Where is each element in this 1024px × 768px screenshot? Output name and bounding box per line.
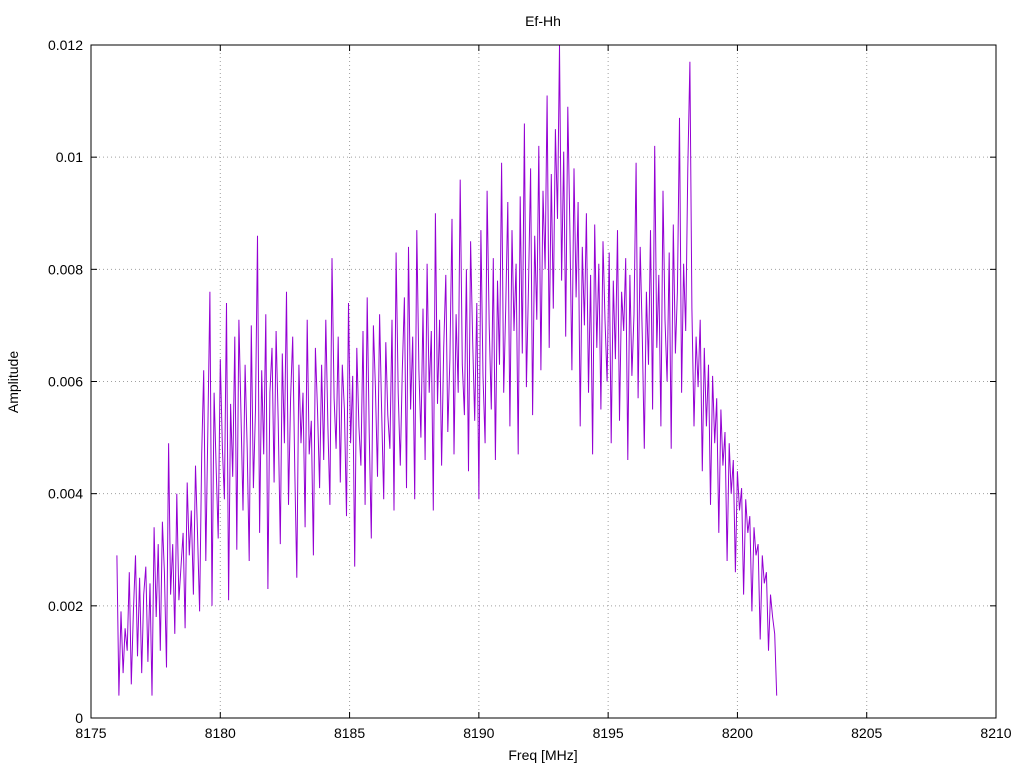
x-tick-label: 8175 — [75, 725, 106, 741]
y-tick-label: 0.008 — [48, 261, 83, 277]
x-tick-label: 8180 — [205, 725, 236, 741]
y-tick-label: 0.01 — [56, 149, 83, 165]
ticks: 8175 8180 8185 8190 8195 8200 8205 8210 0 0.002 0.… — [48, 37, 1012, 741]
plot-frame — [90, 44, 997, 719]
y-tick-label: 0.004 — [48, 486, 83, 502]
x-tick-label: 8205 — [851, 725, 882, 741]
series-line — [116, 44, 778, 696]
y-tick-label: 0.002 — [48, 598, 83, 614]
y-tick-label: 0.006 — [48, 374, 83, 390]
series-layer — [116, 44, 778, 696]
x-tick-label: 8185 — [334, 725, 365, 741]
grid — [91, 45, 996, 718]
x-tick-label: 8210 — [980, 725, 1011, 741]
x-axis-label: Freq [MHz] — [508, 747, 577, 763]
y-tick-label: 0 — [75, 710, 83, 726]
chart-title: Ef-Hh — [525, 13, 561, 29]
y-axis-label: Amplitude — [5, 351, 21, 413]
y-tick-label: 0.012 — [48, 37, 83, 53]
x-tick-label: 8200 — [722, 725, 753, 741]
x-tick-label: 8190 — [463, 725, 494, 741]
x-tick-label: 8195 — [593, 725, 624, 741]
